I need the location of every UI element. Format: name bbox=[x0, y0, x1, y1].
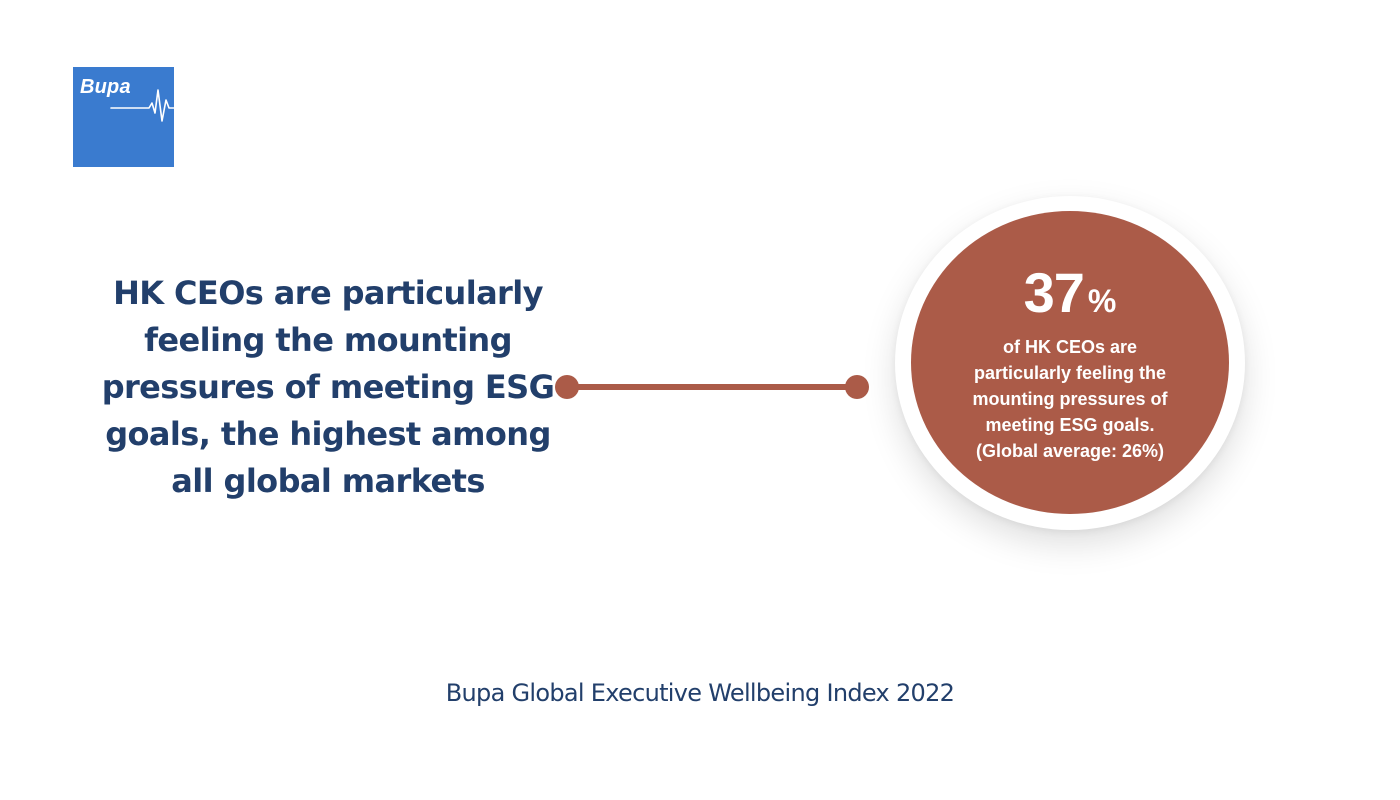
stat-description-line: particularly feeling the bbox=[973, 363, 1167, 383]
stat-description-line: mounting pressures of bbox=[972, 389, 1168, 409]
connector-start-dot bbox=[555, 375, 579, 399]
connector-end-dot bbox=[845, 375, 869, 399]
connector-line-icon bbox=[555, 375, 869, 399]
logo-wordmark: Bupa bbox=[80, 76, 131, 98]
footer-source: Bupa Global Executive Wellbeing Index 20… bbox=[445, 679, 955, 707]
stat-description-line: of HK CEOs are bbox=[1002, 337, 1138, 357]
stat-description-line: meeting ESG goals. bbox=[985, 415, 1155, 435]
heartbeat-pulse-icon bbox=[110, 89, 174, 122]
stat-circle: 37% of HK CEOs are particularly feeling … bbox=[911, 211, 1229, 514]
bupa-logo: Bupa bbox=[73, 67, 174, 167]
stat-unit: % bbox=[1087, 283, 1117, 319]
stat-description: of HK CEOs are particularly feeling the … bbox=[941, 334, 1199, 464]
stat-description-line: (Global average: 26%) bbox=[975, 441, 1165, 461]
stat-figure: 37% bbox=[911, 261, 1229, 340]
stat-value: 37 bbox=[1023, 261, 1085, 324]
headline: HK CEOs are particularly feeling the mou… bbox=[101, 274, 555, 500]
